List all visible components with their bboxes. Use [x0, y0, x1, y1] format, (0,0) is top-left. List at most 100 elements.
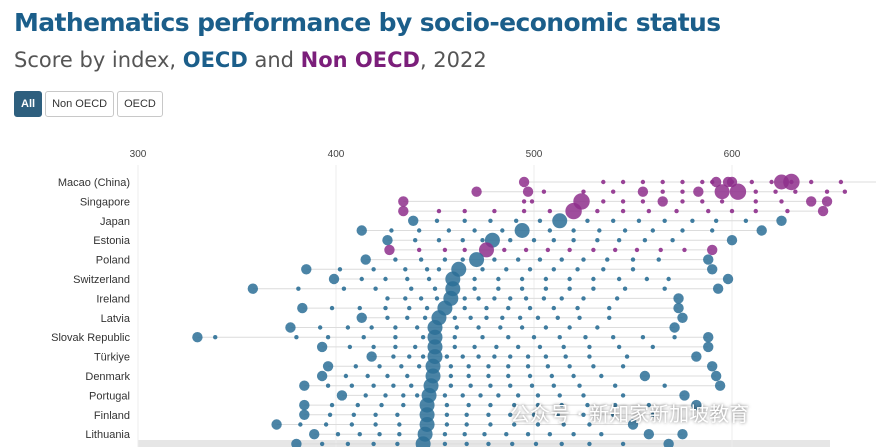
oecd-data-point — [452, 335, 457, 340]
x-tick-label: 300 — [130, 149, 147, 160]
oecd-data-point — [377, 364, 382, 369]
non-oecd-data-point — [384, 244, 395, 256]
oecd-data-point — [666, 276, 671, 282]
oecd-data-point — [316, 341, 328, 353]
oecd-data-point — [462, 218, 467, 223]
oecd-data-point — [476, 354, 481, 359]
oecd-data-point — [383, 305, 388, 311]
oecd-data-point — [547, 432, 553, 437]
oecd-data-point — [624, 354, 630, 359]
filter-non-oecd-button[interactable]: Non OECD — [45, 91, 115, 117]
oecd-data-point — [691, 399, 702, 411]
oecd-data-point — [677, 312, 688, 323]
oecd-data-point — [691, 351, 702, 362]
oecd-data-point — [508, 383, 513, 388]
oecd-data-point — [444, 412, 450, 417]
oecd-data-point — [611, 335, 616, 340]
oecd-data-point — [486, 441, 491, 447]
non-oecd-data-point — [658, 247, 663, 253]
oecd-data-point — [309, 429, 320, 440]
oecd-data-point — [726, 235, 738, 246]
oecd-data-point — [472, 344, 477, 350]
oecd-data-point — [301, 264, 312, 275]
country-label: Slovak Republic — [51, 332, 130, 344]
oecd-data-point — [444, 354, 450, 359]
oecd-data-point — [515, 393, 521, 398]
filter-all-button[interactable]: All — [14, 91, 43, 117]
oecd-data-point — [316, 370, 328, 382]
oecd-data-point — [466, 364, 471, 369]
oecd-data-point — [500, 315, 505, 320]
oecd-data-point — [341, 286, 347, 291]
non-oecd-data-point — [522, 186, 534, 197]
oecd-data-point — [413, 238, 418, 243]
oecd-data-point — [480, 267, 485, 272]
oecd-data-point — [436, 238, 442, 243]
oecd-data-point — [395, 412, 400, 417]
oecd-data-point — [395, 441, 400, 447]
oecd-data-point — [476, 325, 481, 330]
oecd-data-point — [591, 276, 596, 282]
non-oecd-data-point — [707, 244, 718, 256]
non-oecd-data-point — [612, 247, 618, 253]
oecd-data-point — [442, 393, 448, 398]
oecd-data-point — [492, 354, 497, 359]
oecd-data-point — [403, 267, 408, 272]
oecd-data-point — [416, 364, 422, 369]
oecd-data-point — [552, 213, 568, 229]
oecd-data-point — [488, 218, 493, 223]
oecd-data-point — [504, 267, 509, 272]
oecd-data-point — [614, 296, 620, 301]
oecd-data-point — [662, 218, 667, 223]
oecd-data-point — [329, 402, 335, 408]
oecd-data-point — [515, 257, 521, 262]
oecd-data-point — [407, 305, 412, 311]
oecd-data-point — [581, 257, 586, 262]
non-oecd-data-point — [821, 196, 833, 207]
non-oecd-data-point — [660, 179, 665, 185]
oecd-data-point — [756, 225, 767, 236]
oecd-data-point — [452, 344, 457, 350]
non-oecd-data-point — [706, 208, 711, 214]
oecd-data-point — [488, 402, 493, 408]
oecd-data-point — [403, 296, 408, 301]
oecd-data-point — [371, 383, 376, 388]
oecd-data-point — [627, 419, 639, 430]
oecd-data-point — [500, 228, 505, 233]
oecd-data-point — [486, 364, 491, 369]
oecd-data-point — [575, 267, 580, 272]
oecd-data-point — [271, 419, 282, 430]
oecd-data-point — [424, 305, 430, 311]
oecd-data-point — [559, 257, 564, 262]
non-oecd-data-point — [620, 199, 626, 204]
oecd-data-point — [510, 441, 515, 447]
oecd-data-point — [371, 344, 376, 350]
oecd-data-point — [464, 422, 469, 427]
oecd-data-point — [646, 402, 652, 408]
non-oecd-data-point — [693, 186, 704, 197]
oecd-data-point — [605, 257, 610, 262]
oecd-data-point — [551, 305, 556, 311]
oecd-data-point — [393, 344, 398, 350]
non-oecd-data-point — [657, 196, 668, 207]
non-oecd-data-point — [719, 199, 725, 204]
non-oecd-data-point — [749, 179, 754, 185]
oecd-data-point — [468, 315, 473, 320]
oecd-data-point — [555, 315, 560, 320]
oecd-data-point — [567, 325, 572, 330]
oecd-data-point — [527, 373, 533, 379]
country-label: Poland — [96, 255, 130, 267]
oecd-data-point — [670, 238, 675, 243]
oecd-data-point — [426, 276, 432, 282]
oecd-data-point — [373, 422, 378, 427]
oecd-data-point — [567, 364, 572, 369]
non-oecd-data-point — [700, 199, 705, 204]
non-oecd-data-point — [710, 179, 715, 185]
oecd-data-point — [335, 432, 341, 437]
non-oecd-data-point — [680, 179, 685, 185]
country-label: Latvia — [101, 313, 131, 325]
oecd-data-point — [401, 402, 406, 408]
non-oecd-data-point — [492, 208, 497, 214]
oecd-data-point — [442, 432, 448, 437]
filter-oecd-button[interactable]: OECD — [117, 91, 163, 117]
